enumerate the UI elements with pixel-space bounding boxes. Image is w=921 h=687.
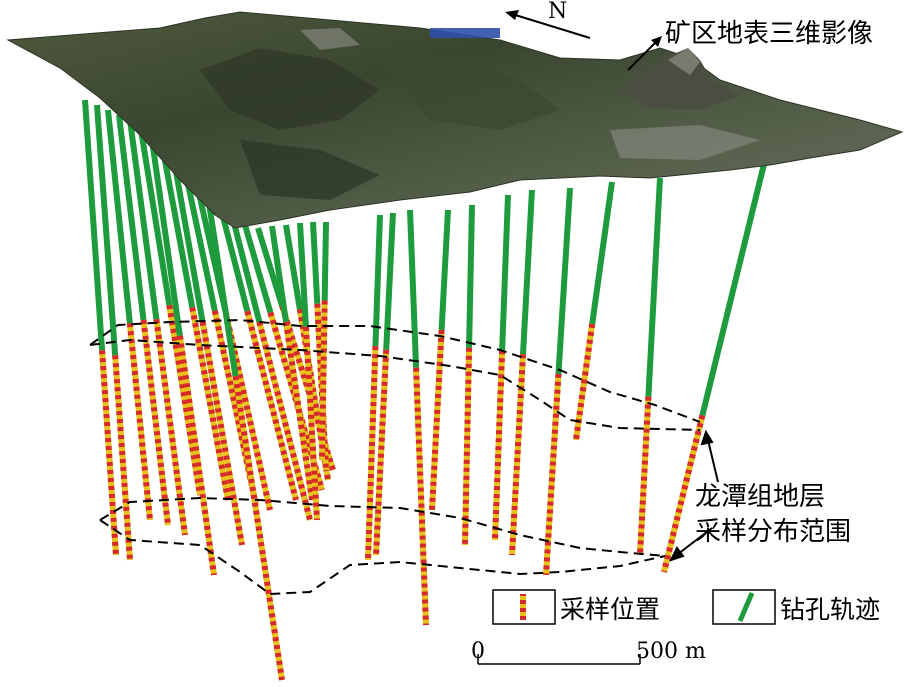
borehole-trajectory	[555, 187, 573, 374]
sample-positions	[99, 350, 119, 556]
sample-positions	[244, 310, 299, 501]
borehole-trajectory	[372, 214, 383, 347]
legend-sample-swatch	[520, 594, 526, 620]
sample-positions	[126, 322, 153, 521]
sample-positions	[232, 375, 285, 681]
borehole-trajectory	[82, 99, 106, 351]
sample-positions	[462, 347, 473, 546]
range-label-line1: 龙潭组地层	[695, 482, 825, 512]
borehole-trajectory	[242, 224, 274, 314]
borehole-trajectory	[466, 204, 475, 348]
borehole-trajectory	[321, 221, 329, 301]
borehole-trajectory	[105, 109, 133, 324]
borehole-trajectory	[407, 209, 420, 368]
sample-interval	[319, 300, 328, 461]
sample-positions	[199, 321, 245, 546]
borehole-trajectory	[171, 159, 206, 323]
sample-positions	[256, 321, 313, 521]
sample-interval	[373, 349, 390, 556]
borehole-trajectory	[269, 225, 289, 323]
legend-sample-label: 采样位置	[560, 595, 660, 624]
north-label: N	[548, 0, 567, 24]
sample-positions	[319, 300, 328, 461]
borehole-trajectory	[127, 119, 160, 320]
north-arrow	[505, 10, 591, 39]
borehole-trajectory	[310, 221, 321, 304]
borehole-trajectory	[297, 222, 309, 328]
sample-positions	[413, 367, 429, 626]
borehole-trajectory	[160, 149, 196, 309]
scale-bar-end: 500 m	[636, 639, 706, 664]
sample-positions	[661, 414, 706, 573]
sample-interval	[492, 350, 506, 541]
range-pointer-arrows	[669, 429, 719, 562]
borehole-trajectory	[499, 194, 511, 351]
sample-positions	[112, 355, 133, 561]
borehole-trajectory	[645, 177, 663, 397]
sample-positions	[211, 310, 259, 506]
range-label-line2: 采样分布范围	[695, 517, 851, 547]
borehole-trajectory	[149, 139, 183, 337]
sample-positions	[365, 345, 379, 561]
borehole-trajectory	[383, 212, 396, 350]
borehole-trajectory	[204, 189, 239, 377]
borehole-trajectory	[255, 227, 285, 307]
borehole-trajectory	[182, 169, 218, 312]
sampling-range-outline	[89, 318, 701, 596]
sample-interval	[637, 396, 652, 556]
borehole-trajectory	[116, 114, 147, 321]
sample-positions	[283, 321, 315, 501]
borehole-trajectory	[699, 159, 768, 417]
borehole-trajectory	[283, 224, 303, 310]
legend: 采样位置 钻孔轨迹	[492, 589, 880, 625]
sample-positions	[429, 329, 445, 511]
borehole-trajectory	[138, 129, 173, 306]
sample-positions	[373, 349, 390, 556]
sample-positions	[189, 306, 231, 501]
legend-sample-item: 采样位置	[492, 589, 660, 625]
borehole-trajectory	[94, 104, 119, 356]
scale-bar: 0 500 m	[471, 639, 706, 665]
sample-positions	[302, 326, 320, 521]
legend-borehole-swatch	[737, 592, 755, 622]
borehole-trajectory	[589, 181, 615, 325]
surface-pointer-arrow	[627, 36, 662, 71]
sample-positions	[637, 396, 652, 556]
borehole-trajectory	[438, 209, 451, 331]
sample-positions	[176, 335, 217, 576]
legend-borehole-label: 钻孔轨迹	[780, 595, 880, 624]
sample-positions	[140, 319, 171, 526]
sample-positions	[166, 304, 203, 496]
borehole-trajectory	[520, 189, 535, 355]
scale-bar-start: 0	[471, 639, 485, 664]
borehole-trajectory	[229, 214, 263, 323]
borehole-trajectory	[217, 204, 251, 312]
surface-image-label: 矿区地表三维影像	[665, 19, 873, 49]
legend-borehole-item: 钻孔轨迹	[712, 589, 880, 625]
terrain-surface	[6, 11, 904, 229]
